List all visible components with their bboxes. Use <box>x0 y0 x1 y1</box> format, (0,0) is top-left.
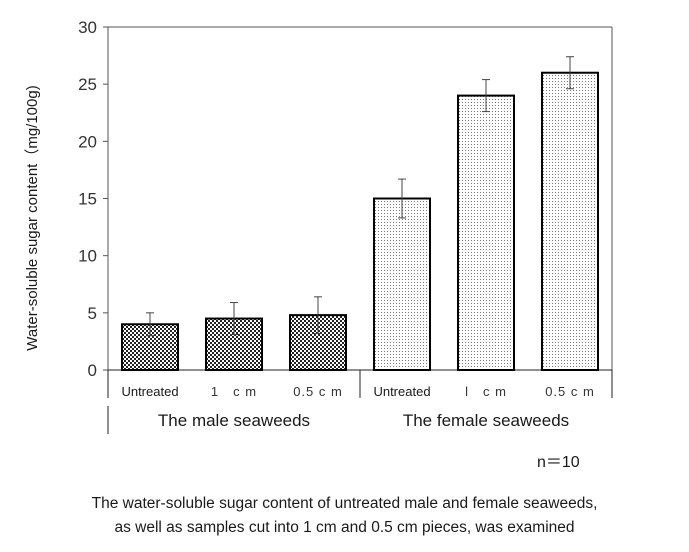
y-tick-label: 10 <box>78 247 97 266</box>
group-label: The male seaweeds <box>158 411 310 430</box>
x-tick-label: 0.5 c m <box>293 384 343 399</box>
y-tick-label: 5 <box>88 304 97 323</box>
x-tick-label: 0.5 c m <box>545 384 595 399</box>
x-tick-label: l c m <box>465 384 507 399</box>
x-tick-labels: Untreated 1 c m 0.5 c m Untreated l c m 0.5 c… <box>121 384 595 399</box>
bar <box>541 71 599 371</box>
y-tick-label: 0 <box>88 361 97 380</box>
y-tick-label: 25 <box>78 75 97 94</box>
y-tick-label: 20 <box>78 132 97 151</box>
y-tick-label: 30 <box>78 18 97 37</box>
x-tick-label: Untreated <box>373 384 430 399</box>
bar <box>457 94 515 371</box>
bars <box>121 56 599 371</box>
x-tick-label: 1 c m <box>211 384 257 399</box>
group-labels: The male seaweeds The female seaweeds <box>158 411 569 430</box>
x-tick-label: Untreated <box>121 384 178 399</box>
y-tick-label: 15 <box>78 190 97 209</box>
y-axis-label: Water-soluble sugar content（mg/100g) <box>24 85 41 350</box>
sample-size-note: n＝10 <box>537 454 580 471</box>
caption-line-1: The water-soluble sugar content of untre… <box>91 495 598 512</box>
caption-line-2: as well as samples cut into 1 cm and 0.5… <box>114 519 575 536</box>
bar <box>373 197 431 371</box>
axes: 0 5 10 15 20 25 30 <box>78 18 613 434</box>
group-label: The female seaweeds <box>403 411 569 430</box>
